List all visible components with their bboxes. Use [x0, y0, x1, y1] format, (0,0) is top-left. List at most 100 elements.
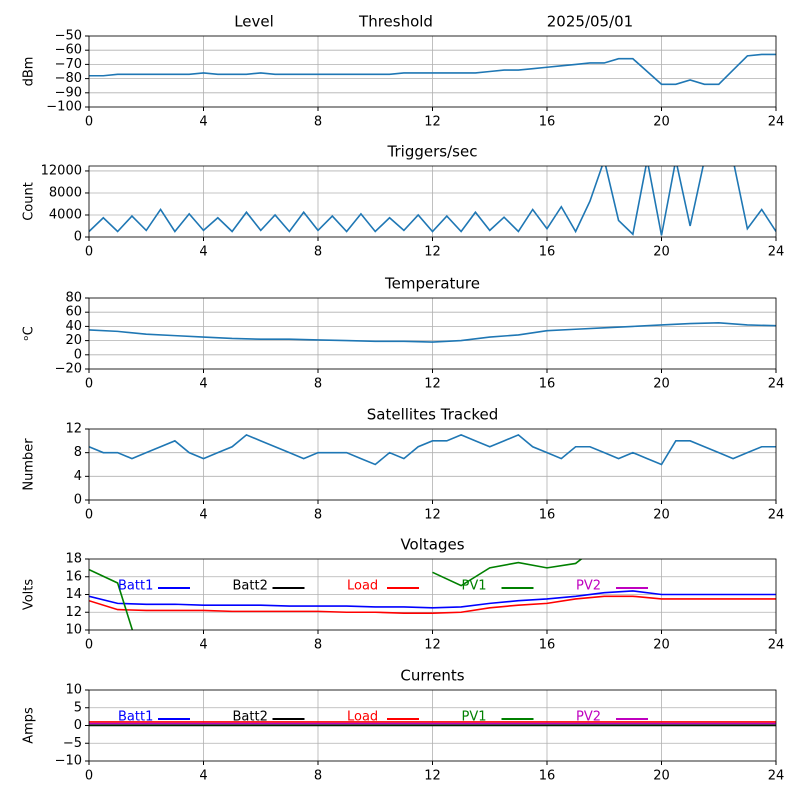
- y-tick-label: 4: [74, 469, 82, 484]
- x-tick-label: 8: [314, 115, 322, 130]
- y-axis-label: Amps: [22, 707, 37, 744]
- x-tick-label: 8: [314, 508, 322, 523]
- x-tick-label: 0: [85, 115, 93, 130]
- panel-title: Satellites Tracked: [367, 406, 498, 424]
- plot-frame: [88, 689, 777, 762]
- y-tick-label: −5: [63, 736, 82, 751]
- x-tick-label: 20: [653, 245, 670, 260]
- data-line: [89, 322, 776, 343]
- x-tick-label: 12: [424, 769, 441, 784]
- data-line: [89, 595, 776, 614]
- y-tick-label: 0: [74, 493, 82, 508]
- x-tick-label: 0: [85, 245, 93, 260]
- x-tick-label: 16: [539, 245, 556, 260]
- x-tick-label: 16: [539, 377, 556, 392]
- y-tick-label: −80: [55, 71, 82, 86]
- y-axis-label: Volts: [22, 579, 37, 611]
- x-tick-label: 16: [539, 638, 556, 653]
- panel: Currents Amps 0 4 8 12 16 20 24 −10 −5 0 5 10 Batt1 Bat…: [22, 667, 785, 784]
- legend-label: Batt2: [233, 579, 268, 594]
- x-tick-label: 12: [424, 508, 441, 523]
- y-tick-label: −10: [55, 754, 82, 769]
- plot-frame: [88, 297, 777, 370]
- panel-title: 2025/05/01: [547, 13, 633, 31]
- x-tick-label: 20: [653, 769, 670, 784]
- y-tick-label: 12000: [41, 163, 82, 178]
- x-tick-label: 20: [653, 377, 670, 392]
- x-tick-label: 4: [199, 115, 207, 130]
- y-tick-label: 40: [65, 319, 82, 334]
- x-tick-label: 16: [539, 769, 556, 784]
- x-tick-label: 20: [653, 638, 670, 653]
- y-tick-label: −50: [55, 29, 82, 44]
- panel: Triggers/sec Count 0 4 8 12 16 20 24 0 4000 8000 120…: [22, 143, 785, 260]
- x-tick-label: 0: [85, 377, 93, 392]
- y-tick-label: −100: [46, 100, 82, 115]
- x-tick-label: 24: [768, 377, 785, 392]
- y-tick-label: 5: [74, 700, 82, 715]
- x-tick-label: 20: [653, 508, 670, 523]
- y-tick-label: 0: [74, 230, 82, 245]
- y-tick-label: 10: [65, 623, 82, 638]
- x-tick-label: 8: [314, 245, 322, 260]
- panel-title: Triggers/sec: [387, 143, 478, 161]
- y-tick-label: 8: [74, 445, 82, 460]
- legend-label: PV2: [576, 579, 601, 594]
- y-tick-label: −20: [55, 362, 82, 377]
- x-tick-label: 24: [768, 769, 785, 784]
- y-tick-label: 0: [74, 718, 82, 733]
- y-axis-label: Count: [22, 182, 37, 221]
- data-line: [89, 53, 776, 86]
- y-tick-label: 12: [65, 422, 82, 437]
- y-tick-label: 12: [65, 605, 82, 620]
- legend-label: Batt2: [233, 710, 268, 725]
- data-line: [89, 559, 583, 630]
- x-tick-label: 8: [314, 377, 322, 392]
- x-tick-label: 4: [199, 769, 207, 784]
- x-tick-label: 8: [314, 769, 322, 784]
- y-tick-label: 4000: [49, 207, 82, 222]
- plot-frame: [88, 428, 777, 501]
- x-tick-label: 24: [768, 245, 785, 260]
- y-tick-label: 10: [65, 683, 82, 698]
- legend-label: Batt1: [118, 710, 153, 725]
- y-tick-label: −90: [55, 85, 82, 100]
- x-tick-label: 12: [424, 377, 441, 392]
- data-line: [89, 166, 776, 236]
- x-tick-label: 4: [199, 245, 207, 260]
- data-line: [89, 433, 776, 466]
- plot-frame: [88, 558, 777, 631]
- legend-label: PV1: [462, 710, 487, 725]
- x-tick-label: 24: [768, 508, 785, 523]
- panel-title: Voltages: [400, 536, 464, 554]
- y-tick-label: 14: [65, 587, 82, 602]
- x-tick-label: 0: [85, 508, 93, 523]
- y-tick-label: 18: [65, 552, 82, 567]
- panel: Satellites Tracked Number 0 4 8 12 16 20 24 0 4 8 12: [22, 406, 785, 523]
- x-tick-label: 16: [539, 508, 556, 523]
- x-tick-label: 0: [85, 638, 93, 653]
- legend-label: Batt1: [118, 579, 153, 594]
- y-tick-label: −70: [55, 57, 82, 72]
- x-tick-label: 24: [768, 115, 785, 130]
- legend-label: PV2: [576, 710, 601, 725]
- x-tick-label: 4: [199, 638, 207, 653]
- panel-title: Currents: [400, 667, 464, 685]
- x-tick-label: 8: [314, 638, 322, 653]
- panel-title: Threshold: [358, 13, 433, 31]
- x-tick-label: 12: [424, 638, 441, 653]
- x-tick-label: 12: [424, 245, 441, 260]
- y-tick-label: 80: [65, 291, 82, 306]
- y-axis-label: ᵒC: [22, 326, 37, 340]
- legend-label: PV1: [462, 579, 487, 594]
- plot-frame: [88, 35, 777, 108]
- panel: Voltages Volts 0 4 8 12 16 20 24 10 12 14 16 18 Batt1 B…: [22, 536, 785, 653]
- y-tick-label: 0: [74, 347, 82, 362]
- y-tick-label: 60: [65, 305, 82, 320]
- panel-title: Temperature: [384, 275, 480, 293]
- plot-frame: [88, 165, 777, 238]
- x-tick-label: 4: [199, 508, 207, 523]
- data-line: [89, 590, 776, 609]
